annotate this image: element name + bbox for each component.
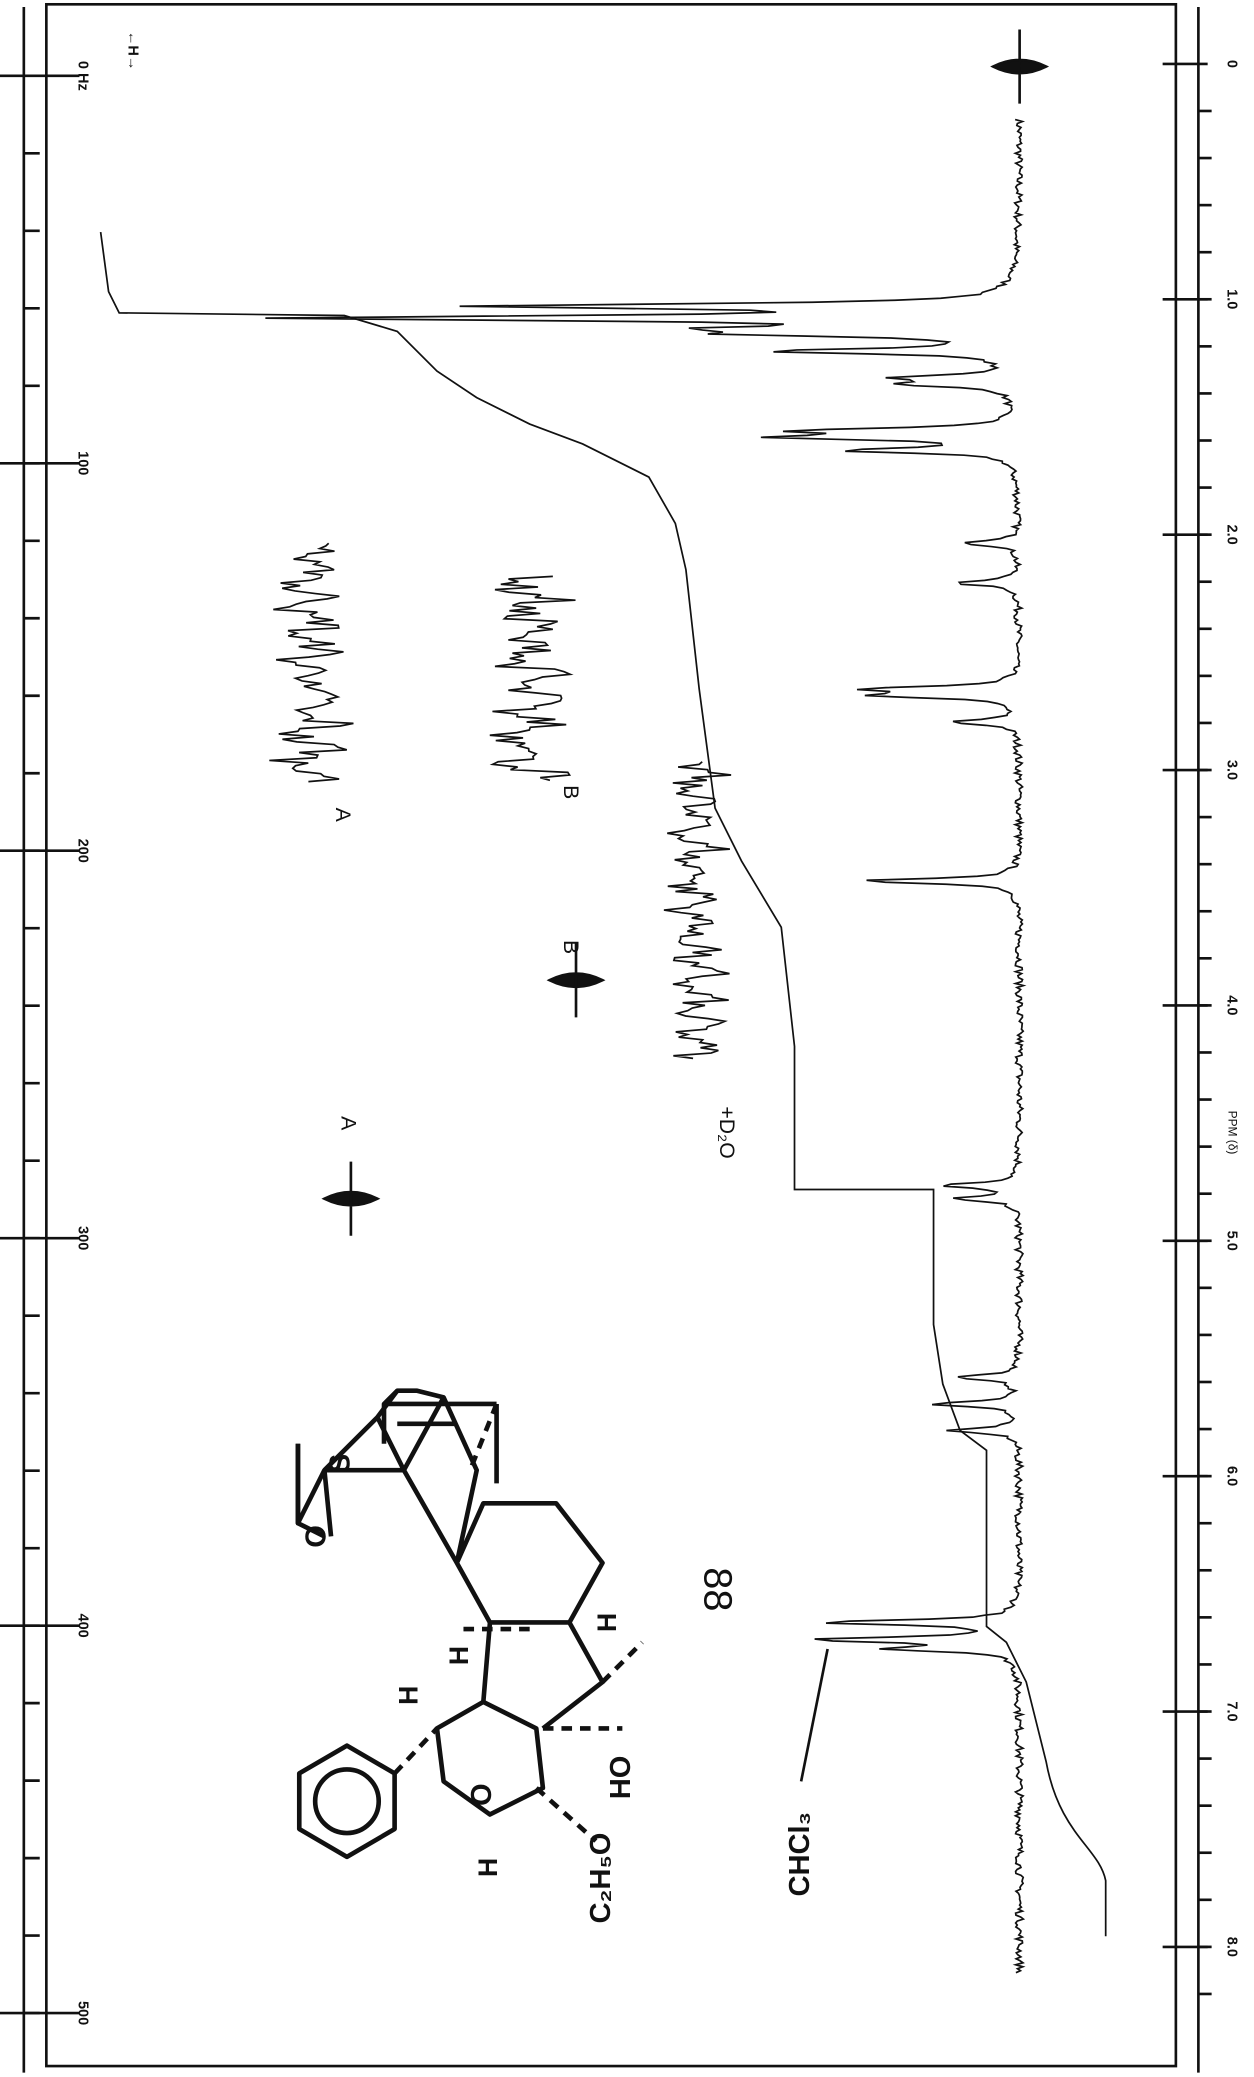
atom-label: O [300,1525,332,1548]
label: B [559,785,582,799]
thioketal [295,1443,334,1539]
signal-a [321,1161,381,1236]
tms-signal [990,29,1050,104]
hz-tick-label: 100 [74,451,90,475]
atom-label: S [324,1454,356,1473]
atom-label: H [592,1613,622,1632]
hz-tick-label: 0 Hz [74,61,90,91]
spectrum-trace [265,118,1027,1974]
trace-d2o [663,761,732,1060]
trace-a [269,542,354,783]
atom-label: H [444,1646,474,1665]
steroid-rings [401,1395,605,1731]
frame [45,2,1178,2068]
hz-tick-label: 500 [74,2001,90,2025]
structure-drawing [295,1388,644,1860]
bridge [381,1389,499,1484]
ppm-tick-label: 2.0 [1224,525,1240,545]
hz-direction: ←H→ [125,31,141,71]
atom-label: HO [605,1756,637,1800]
atom-label: H [393,1686,423,1705]
ppm-axis-label: PPM (δ) [1225,1111,1239,1155]
aromatic-circle [312,1767,382,1836]
ppm-tick-label: 1.0 [1224,289,1240,309]
hz-tick-label: 300 [74,1226,90,1250]
label: A [336,1116,359,1131]
bond [392,1726,439,1776]
integral-curve [99,231,1107,1937]
ppm-tick-label: 8.0 [1224,1937,1240,1957]
ppm-tick-label: 0 [1224,60,1240,68]
atom-label: O [466,1783,498,1806]
ppm-tick-label: 6.0 [1224,1466,1240,1486]
ppm-tick-label: 3.0 [1224,760,1240,780]
ppm-tick-label: 4.0 [1224,995,1240,1015]
atom-label: C₂H₅O [585,1833,617,1924]
label: B [559,940,582,954]
solvent-label: CHCl₃ [784,1812,816,1897]
ppm-tick-label: 7.0 [1224,1701,1240,1721]
compound-number: 88 [696,1567,740,1611]
label: A [331,808,354,823]
hz-tick-label: 200 [74,839,90,863]
signal-b [546,943,606,1018]
trace-b [489,575,576,782]
ppm-tick-label: 5.0 [1224,1231,1240,1251]
hz-tick-label: 400 [74,1614,90,1638]
solvent-arrow [799,1648,829,1782]
label: +D₂O [715,1106,738,1158]
dashed-bonds [463,1403,644,1843]
atom-label: H [473,1858,503,1877]
